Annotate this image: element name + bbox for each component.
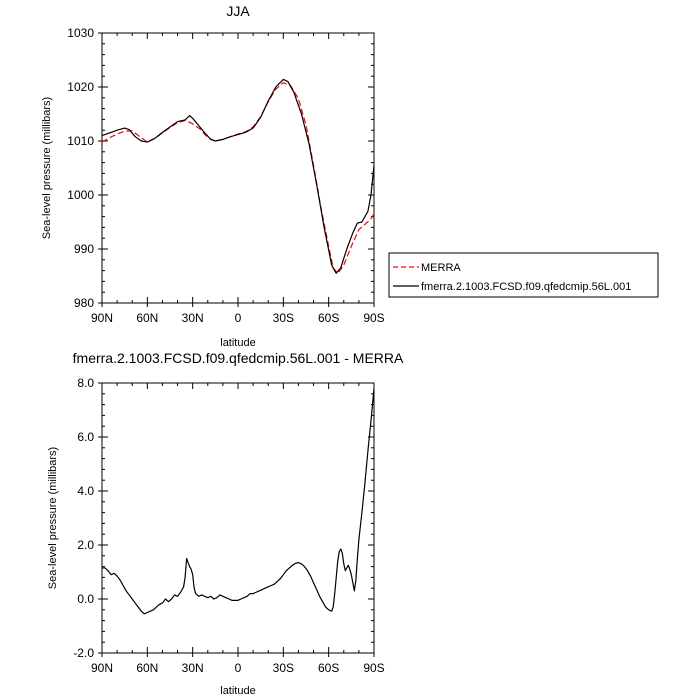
- bottom-y-tick-label: 0.0: [77, 592, 94, 606]
- bottom-chart: fmerra.2.1003.FCSD.f09.qfedcmip.56L.001 …: [47, 350, 404, 697]
- bottom-x-tick-label: 30S: [273, 661, 294, 675]
- legend-label-model: fmerra.2.1003.FCSD.f09.qfedcmip.56L.001: [421, 281, 631, 293]
- legend: MERRA fmerra.2.1003.FCSD.f09.qfedcmip.56…: [388, 252, 659, 298]
- bottom-y-tick-label: 2.0: [77, 538, 94, 552]
- top-y-tick-label: 1010: [67, 134, 94, 148]
- bottom-chart-title: fmerra.2.1003.FCSD.f09.qfedcmip.56L.001 …: [73, 350, 404, 366]
- bottom-y-tick-label: 8.0: [77, 376, 94, 390]
- top-y-tick-label: 1030: [67, 26, 94, 40]
- bottom-x-tick-label: 0: [235, 661, 242, 675]
- top-x-tick-label: 30N: [182, 311, 204, 325]
- bottom-series-line-0: [102, 388, 375, 615]
- top-y-tick-label: 1000: [67, 188, 94, 202]
- top-series-line-1: [101, 78, 375, 274]
- top-chart-title: JJA: [226, 3, 250, 19]
- bottom-chart-xlabel: latitude: [220, 685, 255, 697]
- bottom-x-tick-label: 90N: [91, 661, 113, 675]
- top-y-tick-label: 990: [74, 242, 94, 256]
- top-x-tick-label: 30S: [273, 311, 294, 325]
- top-x-tick-label: 0: [235, 311, 242, 325]
- top-x-tick-label: 90S: [363, 311, 384, 325]
- bottom-x-tick-label: 60N: [136, 661, 158, 675]
- top-x-tick-label: 90N: [91, 311, 113, 325]
- bottom-x-tick-label: 60S: [318, 661, 339, 675]
- top-x-tick-label: 60S: [318, 311, 339, 325]
- top-plot-frame: [101, 32, 375, 304]
- top-x-tick-label: 60N: [136, 311, 158, 325]
- bottom-x-tick-label: 30N: [182, 661, 204, 675]
- top-chart: JJA latitude Sea-level pressure (milliba…: [41, 3, 659, 349]
- bottom-y-tick-label: 6.0: [77, 430, 94, 444]
- top-chart-xlabel: latitude: [220, 337, 255, 349]
- legend-box: [388, 252, 659, 298]
- top-y-tick-label: 1020: [67, 80, 94, 94]
- top-y-tick-label: 980: [74, 296, 94, 310]
- top-chart-ylabel: Sea-level pressure (millibars): [41, 97, 53, 239]
- bottom-chart-ylabel: Sea-level pressure (millibars): [47, 447, 59, 589]
- bottom-y-tick-label: -2.0: [73, 646, 94, 660]
- legend-label-merra: MERRA: [421, 262, 461, 274]
- top-series-line-0: [101, 82, 375, 274]
- bottom-x-tick-label: 90S: [363, 661, 384, 675]
- bottom-y-tick-label: 4.0: [77, 484, 94, 498]
